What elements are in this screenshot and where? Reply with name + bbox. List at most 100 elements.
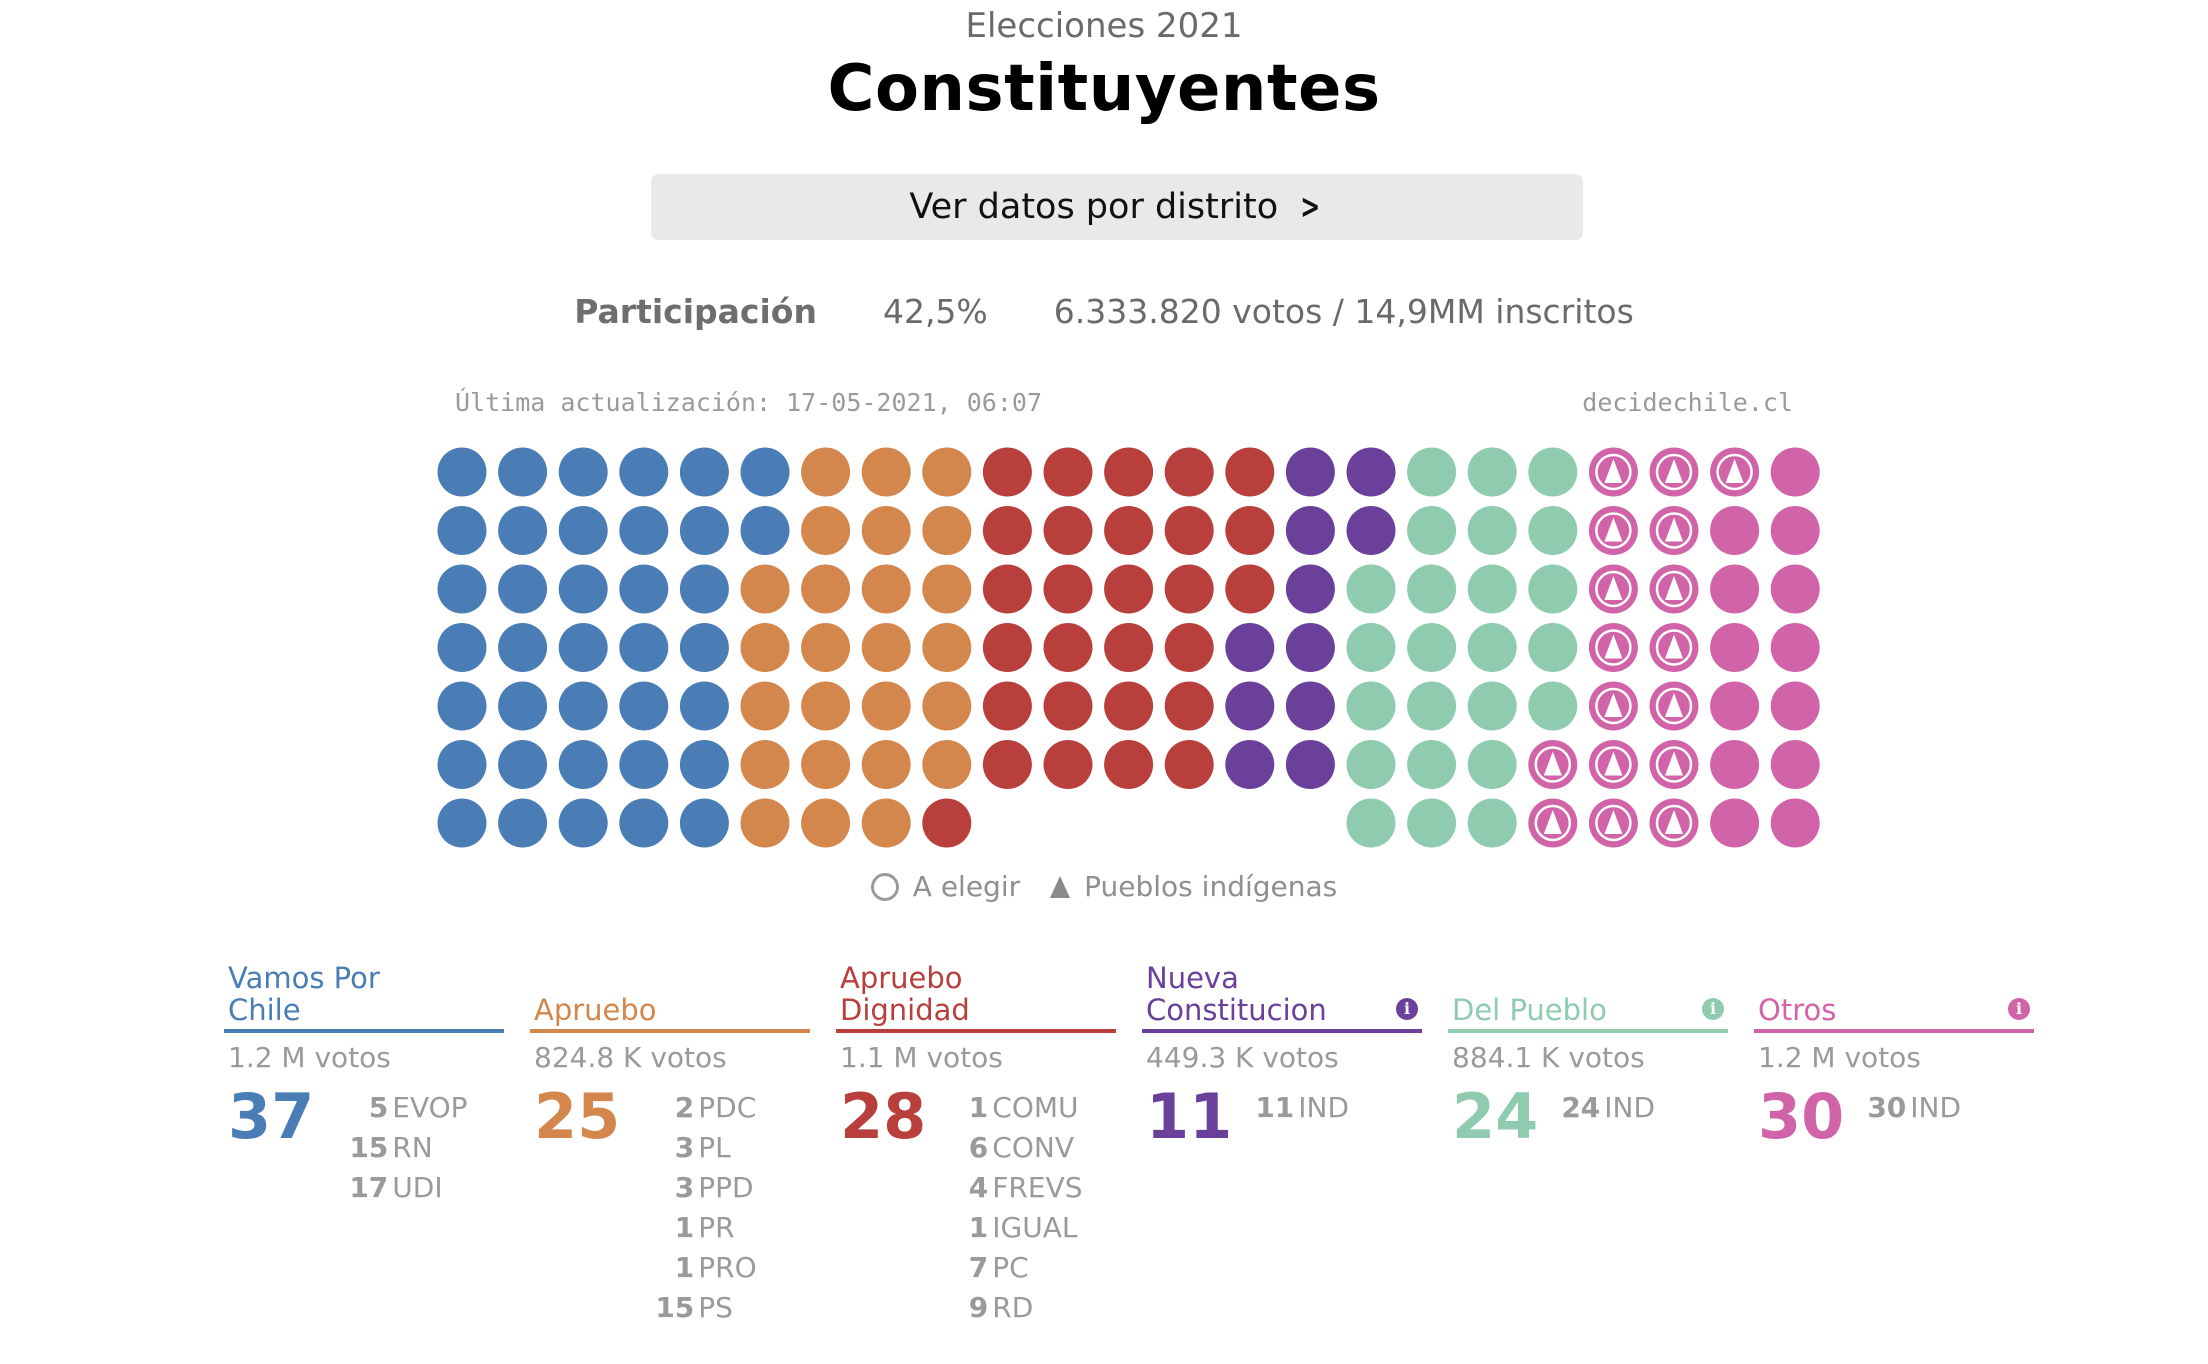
seat-dot	[1346, 798, 1396, 848]
view-by-district-button[interactable]: Ver datos por distrito >	[651, 174, 1583, 240]
party-seats: 24 24 IND	[1448, 1084, 1728, 1150]
party-breakdown: 5 EVOP 15 RN 17 UDI	[328, 1084, 467, 1208]
indigenous-seat-ring	[1595, 746, 1632, 783]
seat-dot	[619, 623, 669, 672]
party-card: Del Pueblo i 884.1 K votos 24 24 IND	[1448, 960, 1728, 1150]
seat-dot	[1407, 623, 1457, 672]
seat-dot	[801, 564, 851, 614]
seat-dot	[619, 447, 669, 497]
seat-dot	[1104, 681, 1154, 731]
party-votes: 884.1 K votos	[1452, 1041, 1645, 1074]
seat-dot	[1770, 506, 1820, 555]
seat-dot	[982, 447, 1032, 497]
seat-dot	[1285, 623, 1335, 672]
seat-dot	[558, 506, 608, 555]
party-seats: 11 11 IND	[1142, 1084, 1422, 1150]
info-icon[interactable]: i	[1702, 998, 1724, 1020]
party-votes: 1.1 M votos	[840, 1041, 1003, 1074]
party-votes: 1.2 M votos	[228, 1041, 391, 1074]
seat-dot	[740, 798, 790, 848]
breakdown-party: RN	[392, 1131, 433, 1164]
seat-legend: A elegir Pueblos indígenas	[0, 870, 2208, 903]
info-icon[interactable]: i	[1396, 998, 1418, 1020]
party-breakdown-row: 3 PL	[634, 1128, 756, 1168]
indigenous-seat-ring	[1655, 512, 1693, 549]
indigenous-seat-ring	[1595, 804, 1632, 842]
seat-dot	[1407, 740, 1457, 789]
party-name: Otros	[1758, 993, 1837, 1027]
seat-dot	[1285, 681, 1335, 731]
party-name: Apruebo	[534, 993, 657, 1027]
seat-dot	[498, 506, 548, 555]
breakdown-party: PR	[698, 1211, 735, 1244]
party-header: Nueva Constitucion i	[1142, 960, 1422, 1033]
seat-dot	[1104, 447, 1154, 497]
party-header: Otros i	[1754, 960, 2034, 1033]
indigenous-seat-icon	[1665, 693, 1683, 717]
party-breakdown-row: 15 RN	[328, 1128, 467, 1168]
last-update: Última actualización: 17-05-2021, 06:07	[455, 388, 1042, 417]
seat-dot	[922, 506, 972, 555]
seat-dot	[982, 681, 1032, 731]
indigenous-seat-ring	[1655, 746, 1693, 783]
indigenous-seat-icon	[1665, 576, 1683, 600]
seat-dot	[558, 681, 608, 731]
seat-dot	[619, 681, 669, 731]
indigenous-seat-icon	[1665, 810, 1683, 834]
seat-dot	[861, 623, 911, 672]
indigenous-seat-icon	[1604, 634, 1623, 659]
seat-dot	[1164, 623, 1214, 672]
party-seats: 37 5 EVOP 15 RN 17 UDI	[224, 1084, 504, 1208]
seat-dot	[1043, 447, 1093, 497]
party-seat-total: 37	[228, 1080, 315, 1153]
indigenous-seat-ring	[1716, 453, 1753, 491]
seat-dot	[437, 681, 487, 731]
seat-dot	[861, 564, 911, 614]
seat-dot	[1225, 681, 1275, 731]
party-breakdown-row: 6 CONV	[940, 1128, 1082, 1168]
seat-dot	[498, 447, 548, 497]
seat-dot	[1043, 506, 1093, 555]
seat-dot	[679, 564, 729, 614]
party-breakdown-row: 1 COMU	[940, 1088, 1082, 1128]
info-icon[interactable]: i	[2008, 998, 2030, 1020]
party-name: Apruebo Dignidad	[840, 961, 970, 1027]
indigenous-seat-ring	[1595, 570, 1632, 608]
seat-dot	[437, 798, 487, 848]
seat-dot	[801, 740, 851, 789]
seat-dot	[1225, 506, 1275, 555]
seat-dot	[437, 506, 487, 555]
breakdown-count: 17	[349, 1171, 389, 1204]
seat-dot	[740, 681, 790, 731]
seat-dot	[1164, 506, 1214, 555]
indigenous-seat-icon	[1543, 810, 1562, 834]
party-breakdown-row: 9 RD	[940, 1288, 1082, 1328]
party-name: Nueva Constitucion	[1146, 961, 1327, 1027]
indigenous-seat-ring	[1534, 804, 1572, 842]
breakdown-party: UDI	[392, 1171, 443, 1204]
seat-dot	[679, 740, 729, 789]
seat-dot	[861, 740, 911, 789]
seat-dot	[1710, 681, 1760, 731]
seat-dot	[619, 564, 669, 614]
seat-dot	[982, 623, 1032, 672]
seat-dot	[740, 623, 790, 672]
party-breakdown: 30 IND	[1858, 1084, 1961, 1150]
seat-dot	[1770, 798, 1820, 848]
seat-dot	[619, 740, 669, 789]
party-breakdown-row: 3 PPD	[634, 1168, 756, 1208]
indigenous-seat-ring	[1595, 687, 1632, 725]
party-breakdown-row: 4 FREVS	[940, 1168, 1083, 1208]
party-header: Del Pueblo i	[1448, 960, 1728, 1033]
breakdown-party: COMU	[992, 1091, 1079, 1124]
seat-dot	[1710, 623, 1760, 672]
circle-outline-icon	[870, 872, 899, 901]
indigenous-seat-ring	[1595, 629, 1632, 666]
party-seats: 25 2 PDC 3 PL 3 PPD 1 PR 1 PRO 15 PS	[530, 1084, 810, 1328]
party-breakdown-row: 17 UDI	[328, 1168, 467, 1208]
party-seats: 30 30 IND	[1754, 1084, 2034, 1150]
breakdown-party: IND	[1910, 1091, 1962, 1124]
seat-dot	[1346, 447, 1396, 497]
indigenous-seat-icon	[1543, 751, 1562, 776]
seat-dot	[801, 506, 851, 555]
